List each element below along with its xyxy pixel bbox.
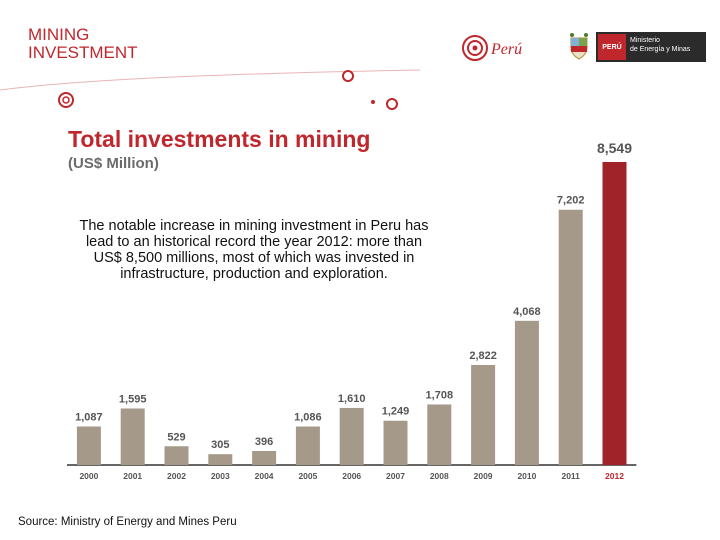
x-tick-label-2006: 2006 — [342, 471, 361, 481]
bar-2001 — [120, 408, 145, 465]
section-title-line1: MINING — [28, 25, 90, 44]
x-tick-label-2009: 2009 — [474, 471, 493, 481]
bar-value-label-2000: 1,087 — [75, 411, 103, 423]
bar-value-label-2011: 7,202 — [557, 195, 585, 207]
bar-value-label-2012: 8,549 — [597, 140, 632, 156]
chart-title: Total investments in mining — [68, 126, 371, 152]
x-tick-label-2005: 2005 — [298, 471, 317, 481]
x-tick-label-2001: 2001 — [123, 471, 142, 481]
x-tick-label-2012: 2012 — [605, 471, 624, 481]
gov-country-label: PERÚ — [598, 34, 626, 60]
bar-2008 — [427, 404, 452, 465]
bar-value-label-2006: 1,610 — [338, 393, 366, 405]
chart-subtitle: (US$ Million) — [68, 155, 159, 172]
x-tick-label-2004: 2004 — [255, 471, 274, 481]
bar-2010 — [514, 320, 539, 465]
bar-value-label-2001: 1,595 — [119, 393, 147, 405]
bar-value-label-2004: 396 — [255, 436, 273, 448]
x-tick-label-2002: 2002 — [167, 471, 186, 481]
section-title-line2: INVESTMENT — [28, 43, 138, 62]
government-badge: PERÚ Ministerio de Energía y Minas — [566, 32, 706, 62]
chart-annotation: The notable increase in mining investmen… — [79, 218, 429, 282]
x-tick-label-2007: 2007 — [386, 471, 405, 481]
x-tick-label-2003: 2003 — [211, 471, 230, 481]
x-tick-label-2010: 2010 — [517, 471, 536, 481]
decorative-swirl — [0, 69, 420, 110]
bar-value-label-2005: 1,086 — [294, 412, 322, 424]
bar-2006 — [339, 407, 364, 465]
bar-value-label-2007: 1,249 — [382, 406, 410, 418]
bar-2012 — [602, 162, 627, 465]
peru-logo-text: Perú — [490, 41, 522, 58]
bar-2003 — [208, 454, 233, 465]
peru-spiral-icon: Perú — [462, 35, 522, 61]
peru-logo: Perú — [455, 30, 535, 75]
ministry-label: Ministerio de Energía y Minas — [630, 36, 704, 54]
section-title: MINING INVESTMENT — [28, 26, 138, 62]
source-note: Source: Ministry of Energy and Mines Per… — [18, 516, 237, 528]
x-tick-label-2000: 2000 — [79, 471, 98, 481]
ministry-line1: Ministerio — [630, 37, 660, 44]
coat-of-arms-icon — [570, 33, 588, 60]
ministry-line2: de Energía y Minas — [630, 46, 691, 53]
bar-2002 — [164, 446, 189, 465]
bar-2009 — [471, 364, 496, 465]
x-tick-label-2008: 2008 — [430, 471, 449, 481]
bar-2007 — [383, 420, 408, 465]
bar-value-label-2003: 305 — [211, 439, 229, 451]
bar-2004 — [252, 450, 277, 465]
bar-2011 — [558, 209, 583, 465]
bar-value-label-2009: 2,822 — [469, 350, 497, 362]
bar-2005 — [295, 426, 320, 465]
bar-value-label-2002: 529 — [167, 431, 185, 443]
bar-value-label-2008: 1,708 — [426, 389, 454, 401]
x-tick-label-2011: 2011 — [561, 471, 580, 481]
bar-2000 — [76, 426, 101, 465]
bar-value-label-2010: 4,068 — [513, 306, 541, 318]
